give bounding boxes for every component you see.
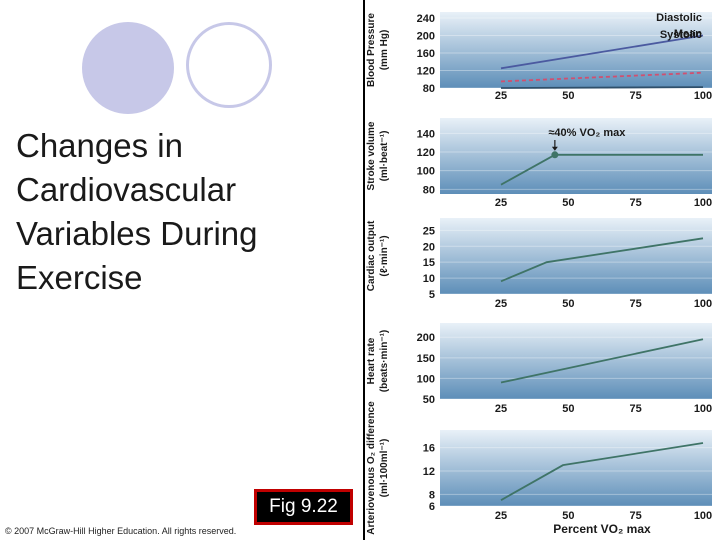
copyright-notice: © 2007 McGraw-Hill Higher Education. All… [5,526,237,536]
x-tick-label: 100 [694,298,712,310]
y-tick-label: 16 [423,443,435,455]
y-tick-label: 80 [423,184,435,196]
figure-label-box: Fig 9.22 [254,489,353,525]
annotation-label: ≈40% VO₂ max [548,127,626,139]
y-tick-label: 15 [423,257,435,269]
legend-label-diastolic: Diastolic [656,12,702,24]
y-axis-label: Cardiac output [366,220,377,291]
x-tick-label: 75 [630,90,642,102]
y-tick-label: 25 [423,225,435,237]
chart-panel-3: 25 20 15 10 5 25 50 75 100 Cardiac output (ℓ·min⁻¹… [366,218,712,310]
y-tick-label: 6 [429,501,435,513]
x-tick-label: 25 [495,298,507,310]
y-tick-label: 100 [417,166,435,178]
series-line-3 [500,237,704,283]
y-tick-label: 240 [417,13,435,25]
y-tick-label: 120 [417,66,435,78]
x-tick-label: 25 [495,90,507,102]
x-tick-label: 75 [630,510,642,522]
x-tick-label: 25 [495,197,507,209]
series-line-mean [500,71,704,83]
y-axis-unit: (ℓ·min⁻¹) [379,235,390,276]
series-line-systolic [500,34,704,70]
y-tick-label: 10 [423,273,435,285]
y-tick-label: 150 [417,353,435,365]
decorative-filled-circle [82,22,174,114]
x-tick-label: 50 [562,90,574,102]
y-axis-unit: (ml·beat⁻¹) [379,131,390,182]
annotation-arrowhead [551,146,558,151]
y-tick-label: 160 [417,48,435,60]
plot-area [440,323,712,399]
y-tick-label: 5 [429,289,435,301]
chart-panel-2: 140 120 100 80 25 50 75 100 Stroke volume (ml·bea… [366,118,712,209]
chart-panel-5: 16 12 86 25 50 75 100 Arteriovenous O₂ differen… [366,401,712,536]
plot-area [440,12,712,88]
x-tick-label: 75 [630,197,642,209]
plot-area [440,430,712,506]
x-tick-label: 50 [562,510,574,522]
legend-label-mean: Mean [674,28,702,40]
y-tick-label: 140 [417,128,435,140]
series-line-5 [500,442,704,501]
x-tick-label: 100 [694,90,712,102]
chart-panel-4: 200 150 100 50 25 50 75 100 Heart rate (beats·min… [366,323,712,415]
series-line-diastolic [500,86,704,89]
y-axis-label: Heart rate [366,337,377,384]
y-tick-label: 80 [423,83,435,95]
y-tick-label: 20 [423,241,435,253]
y-tick-label: 120 [417,147,435,159]
x-tick-label: 100 [694,510,712,522]
x-tick-label: 50 [562,403,574,415]
slide-title: Changes in Cardiovascular Variables Duri… [16,127,258,296]
x-axis-label: Percent VO₂ max [553,522,651,536]
legend-label-systolic: Systolic [660,29,702,41]
series-line-4 [500,338,704,384]
plot-area [440,218,712,294]
y-axis-label: Stroke volume [366,121,377,190]
y-tick-label: 8 [429,489,435,501]
y-tick-label: 200 [417,31,435,43]
x-tick-label: 50 [562,197,574,209]
y-axis-unit: (ml·100ml⁻¹) [379,439,390,498]
y-tick-label: 50 [423,394,435,406]
y-tick-label: 100 [417,373,435,385]
x-tick-label: 50 [562,298,574,310]
y-axis-label: Arteriovenous O₂ difference [366,401,377,535]
y-axis-unit: (beats·min⁻¹) [379,330,390,393]
figure-label: Fig 9.22 [257,492,350,522]
y-tick-label: 200 [417,332,435,344]
x-tick-label: 25 [495,403,507,415]
plateau-marker [551,151,559,159]
decorative-ring-circle [186,22,272,108]
x-tick-label: 100 [694,403,712,415]
x-tick-label: 75 [630,298,642,310]
y-axis-label: Blood Pressure [366,13,377,87]
y-axis-unit: (mm Hg) [379,30,390,71]
x-tick-label: 100 [694,197,712,209]
x-tick-label: 25 [495,510,507,522]
y-tick-label: 12 [423,466,435,478]
cardiovascular-figure: 240 200 160 120 80 25 50 75 100 Blood Pressure (mm… [363,0,712,540]
chart-panel-1: 240 200 160 120 80 25 50 75 100 Blood Pressure (mm… [366,12,712,102]
plot-area [440,118,712,194]
x-tick-label: 75 [630,403,642,415]
